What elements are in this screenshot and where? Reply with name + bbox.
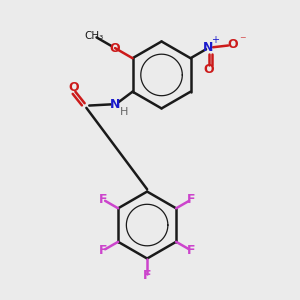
Text: CH₃: CH₃ [84,31,104,41]
Text: +: + [212,35,220,45]
Text: O: O [203,63,214,76]
Text: F: F [99,244,107,257]
Text: F: F [187,244,195,257]
Text: N: N [203,41,214,54]
Text: N: N [110,98,120,111]
Text: F: F [99,193,107,206]
Text: O: O [68,81,79,94]
Text: ⁻: ⁻ [239,34,246,47]
Text: O: O [110,42,120,55]
Text: F: F [143,269,152,282]
Text: F: F [187,193,195,206]
Text: O: O [227,38,238,51]
Text: H: H [120,107,129,117]
